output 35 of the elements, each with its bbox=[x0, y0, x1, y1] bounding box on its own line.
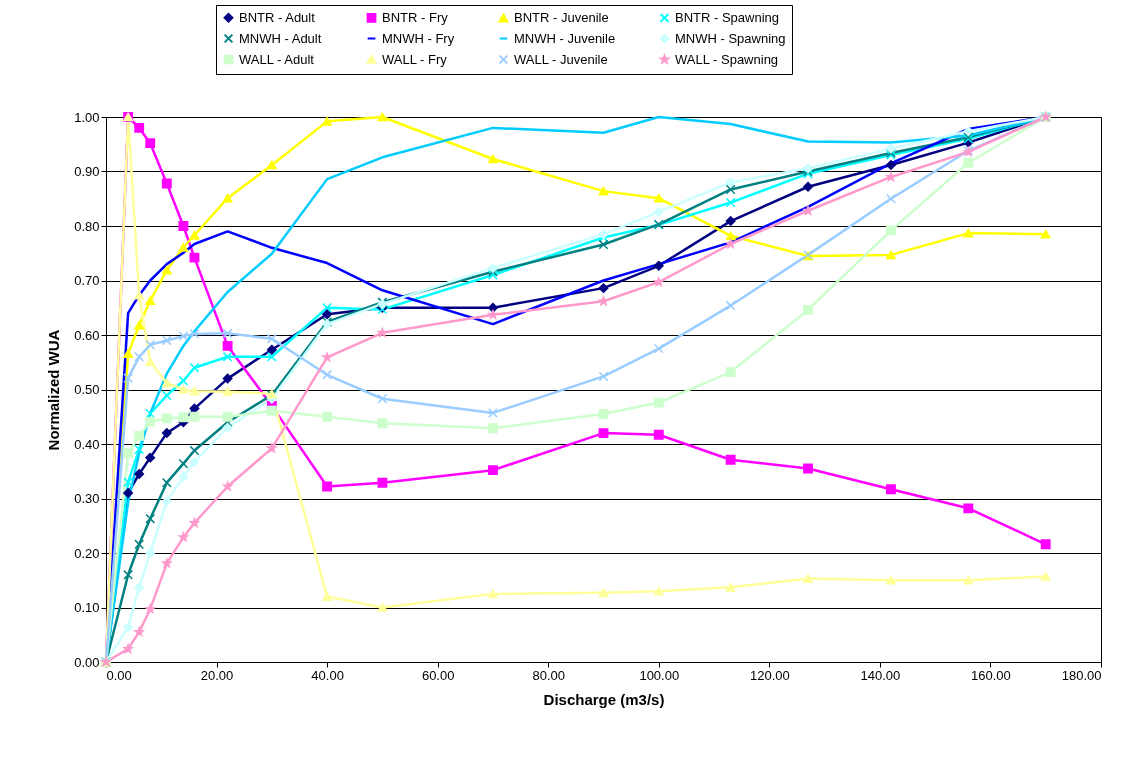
y-tick-label: 0.50 bbox=[74, 382, 100, 397]
y-tick-label: 0.80 bbox=[74, 218, 100, 234]
x-tick-label: 180.00 bbox=[1061, 667, 1102, 683]
y-axis-title: Normalized WUA bbox=[45, 329, 63, 451]
x-tick-label: 120.00 bbox=[749, 667, 790, 683]
legend-label: WALL - Adult bbox=[239, 51, 315, 67]
x-tick-label: 140.00 bbox=[860, 667, 901, 683]
legend-label: WALL - Fry bbox=[382, 51, 448, 67]
x-tick-label: 100.00 bbox=[639, 667, 680, 683]
x-tick-label: 0.00 bbox=[106, 667, 132, 683]
y-tick-label: 0.60 bbox=[74, 327, 100, 343]
legend-label: MNWH - Spawning bbox=[675, 30, 786, 46]
x-axis-title: Discharge (m3/s) bbox=[543, 690, 665, 708]
y-tick-label: 0.00 bbox=[74, 654, 100, 670]
legend-label: MNWH - Adult bbox=[239, 30, 322, 46]
legend-label: WALL - Juvenile bbox=[514, 51, 608, 67]
x-tick-label: 20.00 bbox=[200, 667, 234, 683]
legend-label: BNTR - Adult bbox=[239, 9, 316, 25]
x-tick-label: 160.00 bbox=[971, 667, 1011, 683]
y-tick-label: 0.10 bbox=[74, 600, 100, 615]
y-tick-label: 0.40 bbox=[74, 436, 100, 452]
legend-label: BNTR - Spawning bbox=[675, 9, 780, 25]
legend-label: BNTR - Fry bbox=[382, 9, 449, 25]
y-tick-label: 0.90 bbox=[74, 164, 100, 179]
x-tick-label: 80.00 bbox=[532, 667, 565, 683]
x-tick-label: 40.00 bbox=[311, 667, 344, 683]
legend-label: BNTR - Juvenile bbox=[514, 10, 609, 26]
x-tick-label: 60.00 bbox=[421, 667, 455, 683]
y-tick-label: 0.30 bbox=[74, 491, 100, 506]
legend-label: MNWH - Juvenile bbox=[514, 30, 616, 46]
legend-label: MNWH - Fry bbox=[382, 30, 455, 46]
legend-label: WALL - Spawning bbox=[675, 51, 779, 67]
y-tick-label: 0.70 bbox=[74, 273, 100, 288]
y-tick-label: 0.20 bbox=[74, 545, 100, 561]
y-tick-label: 1.00 bbox=[74, 109, 100, 125]
